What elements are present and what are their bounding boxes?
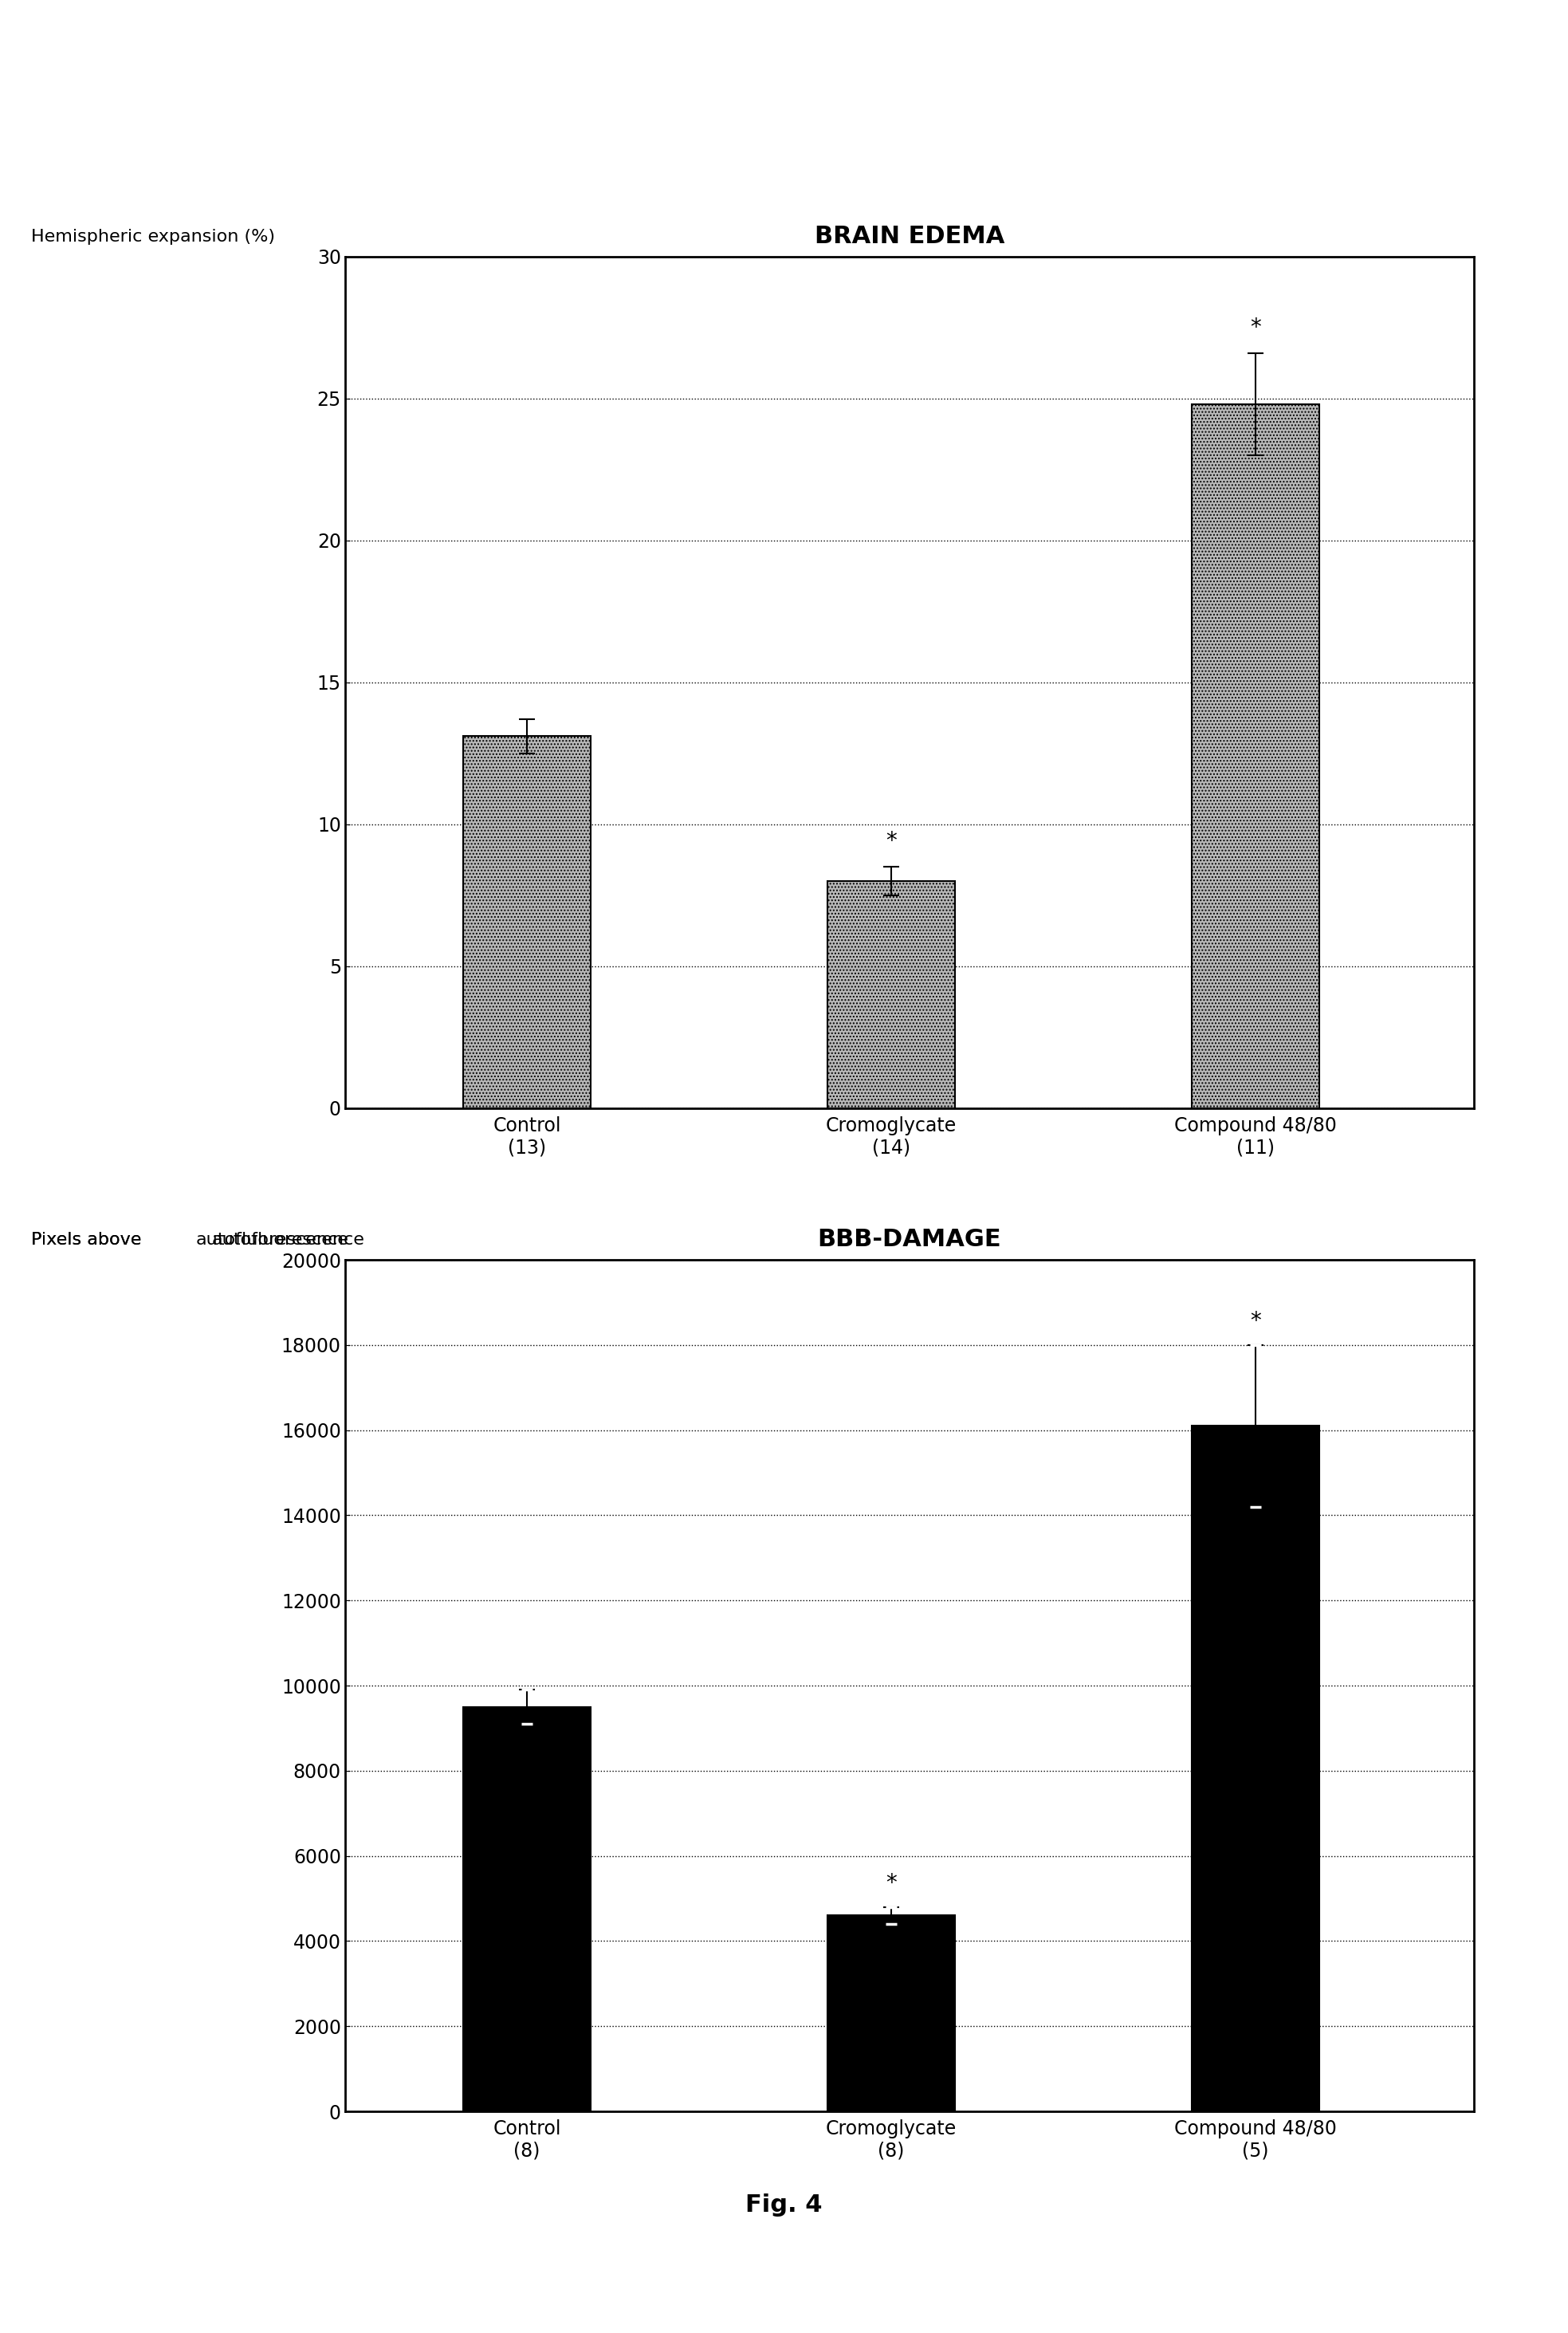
Title: BBB-DAMAGE: BBB-DAMAGE — [817, 1227, 1002, 1250]
Text: *: * — [1250, 1309, 1261, 1332]
Title: BRAIN EDEMA: BRAIN EDEMA — [814, 224, 1005, 247]
Text: autofluorescence: autofluorescence — [212, 1232, 365, 1248]
Bar — [463, 1708, 591, 2111]
Bar — [463, 737, 591, 1108]
Bar — [828, 882, 955, 1108]
Bar — [1192, 404, 1319, 1108]
Bar — [828, 1915, 955, 2111]
Bar — [1192, 1425, 1319, 2111]
Text: Pixels above: Pixels above — [31, 1232, 147, 1248]
Text: Hemispheric expansion (%): Hemispheric expansion (%) — [31, 229, 276, 245]
Text: Pixels above: Pixels above — [31, 1232, 147, 1248]
Text: autofluorescence: autofluorescence — [196, 1232, 350, 1248]
Text: *: * — [886, 831, 897, 852]
Text: Fig. 4: Fig. 4 — [745, 2193, 823, 2216]
Text: *: * — [886, 1871, 897, 1894]
Text: *: * — [1250, 317, 1261, 338]
